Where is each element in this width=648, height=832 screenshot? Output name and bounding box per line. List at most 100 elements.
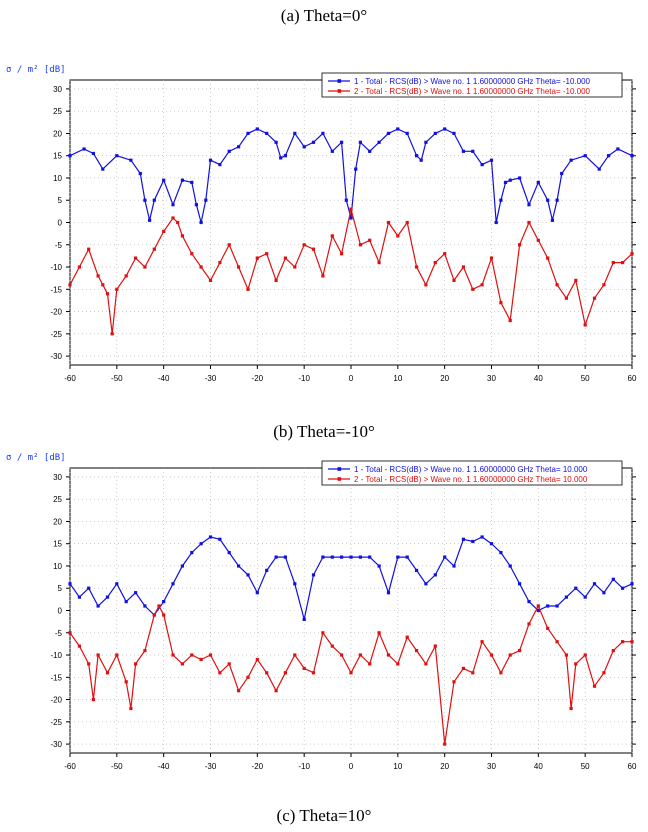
series-1-point xyxy=(386,591,391,595)
caption-b: (b) Theta=-10° xyxy=(273,422,375,441)
series-2-point xyxy=(508,318,512,323)
series-1-point xyxy=(405,131,409,135)
series-1-point xyxy=(508,178,512,182)
series-2-point xyxy=(152,247,156,251)
series-2-point xyxy=(602,671,606,675)
x-tick-label: -60 xyxy=(64,374,76,383)
series-2-point xyxy=(621,261,625,265)
rcs-chart-1: σ / m² [dB]302520151050-5-10-15-20-25-30… xyxy=(6,65,637,383)
series-1-point xyxy=(138,171,142,176)
y-tick-label: -25 xyxy=(50,718,62,727)
y-tick-label: -20 xyxy=(50,308,62,317)
series-2-point xyxy=(227,662,231,666)
series-2-point xyxy=(592,684,597,688)
series-2-point xyxy=(415,265,419,269)
series-2-point xyxy=(405,635,409,639)
series-1-point xyxy=(377,140,381,144)
series-2-point xyxy=(592,296,597,300)
series-1-point xyxy=(246,131,250,135)
series-1-point xyxy=(321,131,325,135)
series-1-point xyxy=(152,198,156,202)
series-1-point xyxy=(368,149,372,153)
x-tick-label: 40 xyxy=(534,374,543,383)
series-2-point xyxy=(293,653,297,657)
series-2-point xyxy=(265,671,269,675)
series-2-point xyxy=(461,265,465,269)
y-tick-label: 25 xyxy=(53,107,62,116)
series-1-point xyxy=(452,564,456,568)
y-tick-label: 0 xyxy=(58,607,63,616)
series-2-point xyxy=(124,274,128,278)
series-1-point xyxy=(574,586,578,590)
series-1-point xyxy=(246,573,250,577)
series-1-point xyxy=(311,140,316,144)
series-1-point xyxy=(616,147,620,151)
series-2-point xyxy=(283,256,287,260)
series-2-point xyxy=(96,653,100,657)
series-2-point xyxy=(368,662,372,666)
series-1-point xyxy=(105,595,110,599)
series-2-point xyxy=(162,229,166,233)
series-1-point xyxy=(358,140,362,144)
series-2-point xyxy=(396,662,400,666)
series-1-point xyxy=(405,555,409,559)
series-1-point xyxy=(96,604,100,608)
series-1-point xyxy=(415,154,419,158)
x-tick-label: -10 xyxy=(298,374,310,383)
series-1-point xyxy=(349,216,353,220)
series-1-point xyxy=(424,140,428,144)
y-tick-label: 15 xyxy=(53,540,62,549)
series-1-point xyxy=(143,198,147,202)
series-1-point xyxy=(143,604,147,608)
series-1-point xyxy=(330,555,334,559)
series-1-point xyxy=(218,163,222,167)
series-2-point xyxy=(143,649,147,653)
series-2-point xyxy=(489,653,494,657)
series-2-point xyxy=(274,689,278,693)
series-1-point xyxy=(340,140,344,144)
series-1-point xyxy=(443,127,447,131)
x-tick-label: -40 xyxy=(158,374,170,383)
series-1-point xyxy=(569,158,573,162)
series-1-point xyxy=(480,163,484,167)
series-2-point xyxy=(405,220,409,225)
x-tick-label: -30 xyxy=(205,762,217,771)
series-1-point xyxy=(293,131,297,135)
series-2-point xyxy=(471,671,475,675)
series-1-point xyxy=(433,573,437,577)
series-2-point xyxy=(471,287,475,291)
series-2-point xyxy=(246,675,250,679)
y-tick-label: -25 xyxy=(50,330,62,339)
series-2-point xyxy=(152,613,156,617)
y-tick-label: -15 xyxy=(50,285,62,294)
series-1-point xyxy=(227,551,231,555)
series-1-point xyxy=(274,140,278,144)
series-2-point xyxy=(415,649,419,653)
series-2-point xyxy=(358,653,362,657)
series-2-point xyxy=(208,653,213,657)
series-1-point xyxy=(129,158,133,162)
series-2-point xyxy=(424,662,428,666)
legend-marker-2 xyxy=(337,89,342,93)
series-1-point xyxy=(171,582,175,586)
series-2-point xyxy=(340,653,344,657)
series-2-point xyxy=(237,265,241,269)
series-2-point xyxy=(527,220,531,225)
series-2-point xyxy=(499,671,503,675)
series-1-point xyxy=(194,203,198,207)
series-1-point xyxy=(452,131,456,135)
series-1-point xyxy=(611,577,615,581)
series-2-point xyxy=(546,626,550,630)
series-2-point xyxy=(143,265,147,269)
rcs-chart-2: σ / m² [dB]302520151050-5-10-15-20-25-30… xyxy=(6,453,637,771)
series-1-point xyxy=(508,564,512,568)
series-2-point xyxy=(574,278,578,282)
series-2-point xyxy=(105,292,110,296)
series-1-point xyxy=(190,551,194,555)
series-1-point xyxy=(443,555,447,559)
series-1-point xyxy=(302,145,306,149)
series-1-point xyxy=(607,154,611,158)
chart-panel-2: σ / m² [dB] 30 25 20 15 10 5 0 -5 -10 -15 -20 -25 -30… xyxy=(0,448,648,778)
series-1-point xyxy=(555,604,559,608)
x-tick-label: 60 xyxy=(628,374,637,383)
